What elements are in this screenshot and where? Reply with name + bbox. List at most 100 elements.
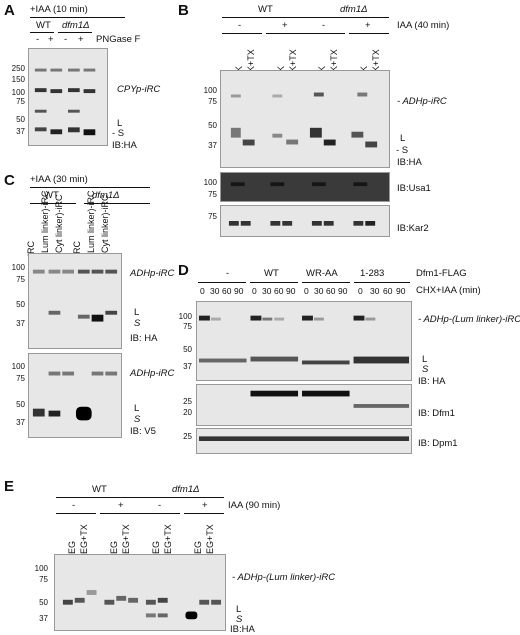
panel-e-letter: E: [4, 478, 15, 495]
panel-b-usa1-marker-100: 100: [203, 178, 217, 187]
panel-b-blot-usa1: [220, 172, 390, 202]
panel-d-ha-marker-50: 50: [183, 345, 192, 354]
panel-c-label-l2: L: [134, 403, 140, 414]
panel-d-group-line-1: [198, 282, 246, 283]
panel-d-dfm1-marker-25: 25: [183, 397, 192, 406]
panel-a-lane-3: -: [64, 34, 68, 45]
panel-e-marker-50: 50: [39, 598, 48, 607]
panel-b-iaa-1: -: [238, 20, 242, 31]
panel-b-iaa-line-2: [266, 33, 306, 34]
panel-e-iaa-line-2: [100, 513, 140, 514]
panel-d-time-7: 60: [274, 286, 284, 296]
panel-c-treatment: +IAA (30 min): [30, 174, 88, 185]
panel-d-time-14: 30: [370, 286, 380, 296]
panel-d-group-2: WT: [264, 268, 279, 279]
panel-a-wt-line: [30, 32, 54, 33]
panel-d-group-4: 1-283: [360, 268, 385, 279]
panel-b-wt-line: [222, 17, 306, 18]
panel-c-strain-wt: WT: [44, 190, 59, 201]
panel-b-dfm1-line: [305, 17, 389, 18]
panel-e-iaa-4: +: [202, 500, 208, 511]
panel-e-wt-line: [56, 497, 140, 498]
panel-a-marker-75: 75: [16, 97, 25, 106]
panel-c-blot-ha: [28, 253, 122, 349]
panel-c-ha-marker-50: 50: [16, 300, 25, 309]
panel-a-label-top: CPYp-iRC: [117, 84, 161, 95]
panel-d-time-label: CHX+IAA (min): [416, 285, 481, 296]
panel-e-strain-wt: WT: [92, 484, 107, 495]
panel-a-blot: [28, 48, 108, 146]
panel-c-label-top-v5: ADHp-iRC: [130, 368, 175, 379]
panel-b-iaa-line-3: [305, 33, 345, 34]
panel-d-letter: D: [178, 262, 189, 279]
panel-a-letter: A: [4, 2, 15, 19]
panel-d-time-13: 0: [358, 286, 363, 296]
panel-d-ha-marker-75: 75: [183, 322, 192, 331]
panel-d-time-15: 60: [383, 286, 393, 296]
panel-b-letter: B: [178, 2, 189, 19]
panel-d-label-l: L: [422, 354, 428, 365]
panel-a-marker-100: 100: [11, 88, 25, 97]
panel-d-blot-dpm1: [196, 428, 412, 454]
panel-d-time-9: 0: [304, 286, 309, 296]
panel-d-time-8: 90: [286, 286, 296, 296]
panel-e-dfm1-line: [140, 497, 224, 498]
panel-d-dpm1-marker-25: 25: [183, 432, 192, 441]
panel-b-strain-wt: WT: [258, 4, 273, 15]
panel-d-time-10: 30: [314, 286, 324, 296]
panel-c-lane-2: (Lum linker)-iRC: [40, 190, 50, 256]
panel-b-iaa-line-1: [222, 33, 262, 34]
panel-a-marker-50: 50: [16, 115, 25, 124]
panel-e-iaa-3: -: [158, 500, 162, 511]
panel-d-time-12: 90: [338, 286, 348, 296]
panel-a-lane-4: +: [78, 34, 84, 45]
panel-c-label-ib-ha: IB: HA: [130, 333, 158, 344]
panel-d-time-11: 60: [326, 286, 336, 296]
panel-d-time-1: 0: [200, 286, 205, 296]
panel-a-strain-wt: WT: [36, 20, 51, 31]
panel-b-marker-37: 37: [208, 141, 217, 150]
panel-a-label-s: - S: [112, 128, 125, 139]
panel-b-marker-100: 100: [203, 86, 217, 95]
panel-c-wt-line: [30, 203, 76, 204]
panel-a-treatment-line: [30, 17, 125, 18]
panel-c-v5-marker-100: 100: [11, 362, 25, 371]
panel-b-iaa-3: -: [322, 20, 326, 31]
panel-b-label-top: - ADHp-iRC: [397, 96, 447, 107]
panel-e-iaa-line-3: [140, 513, 180, 514]
panel-b-usa1-marker-75: 75: [208, 190, 217, 199]
panel-c-label-top-ha: ADHp-iRC: [130, 268, 175, 279]
panel-b-marker-75: 75: [208, 97, 217, 106]
panel-b-marker-50: 50: [208, 121, 217, 130]
panel-a-treatment: +IAA (10 min): [30, 4, 88, 15]
panel-b-label-ib-ha: IB:HA: [397, 157, 422, 168]
panel-a-lane-1: -: [36, 34, 40, 45]
panel-d-dfm1-marker-20: 20: [183, 408, 192, 417]
panel-d-group-line-4: [354, 282, 410, 283]
panel-e-label-top: - ADHp-(Lum linker)-iRC: [232, 572, 336, 583]
panel-c-v5-marker-50: 50: [16, 400, 25, 409]
panel-c-label-s2: S: [134, 414, 141, 425]
panel-a-label-ib: IB:HA: [112, 140, 137, 151]
panel-d-ha-marker-100: 100: [178, 312, 192, 321]
panel-d-label-ib-ha: IB: HA: [418, 376, 446, 387]
panel-e-label-s: S: [236, 614, 243, 625]
panel-d-ha-marker-37: 37: [183, 362, 192, 371]
panel-e-label-l: L: [236, 604, 242, 615]
panel-d-label-ib-dpm1: IB: Dpm1: [418, 438, 458, 449]
panel-b-iaa-2: +: [282, 20, 288, 31]
panel-d-blot-dfm1: [196, 384, 412, 426]
panel-e-marker-75: 75: [39, 575, 48, 584]
panel-c-label-l: L: [134, 307, 140, 318]
panel-a-dfm1-line: [58, 32, 92, 33]
panel-c-treatment-line: [30, 187, 150, 188]
panel-d-time-3: 60: [222, 286, 232, 296]
panel-e-iaa-line-4: [184, 513, 224, 514]
panel-c-strain-dfm1: dfm1Δ: [92, 190, 120, 201]
panel-d-blot-ha: [196, 301, 412, 381]
panel-e-label-ib: IB:HA: [230, 624, 255, 635]
panel-d-group-label: Dfm1-FLAG: [416, 268, 467, 279]
panel-c-dfm1-line: [84, 203, 150, 204]
panel-b-strain-dfm1: dfm1Δ: [340, 4, 368, 15]
panel-b-iaa-4: +: [365, 20, 371, 31]
